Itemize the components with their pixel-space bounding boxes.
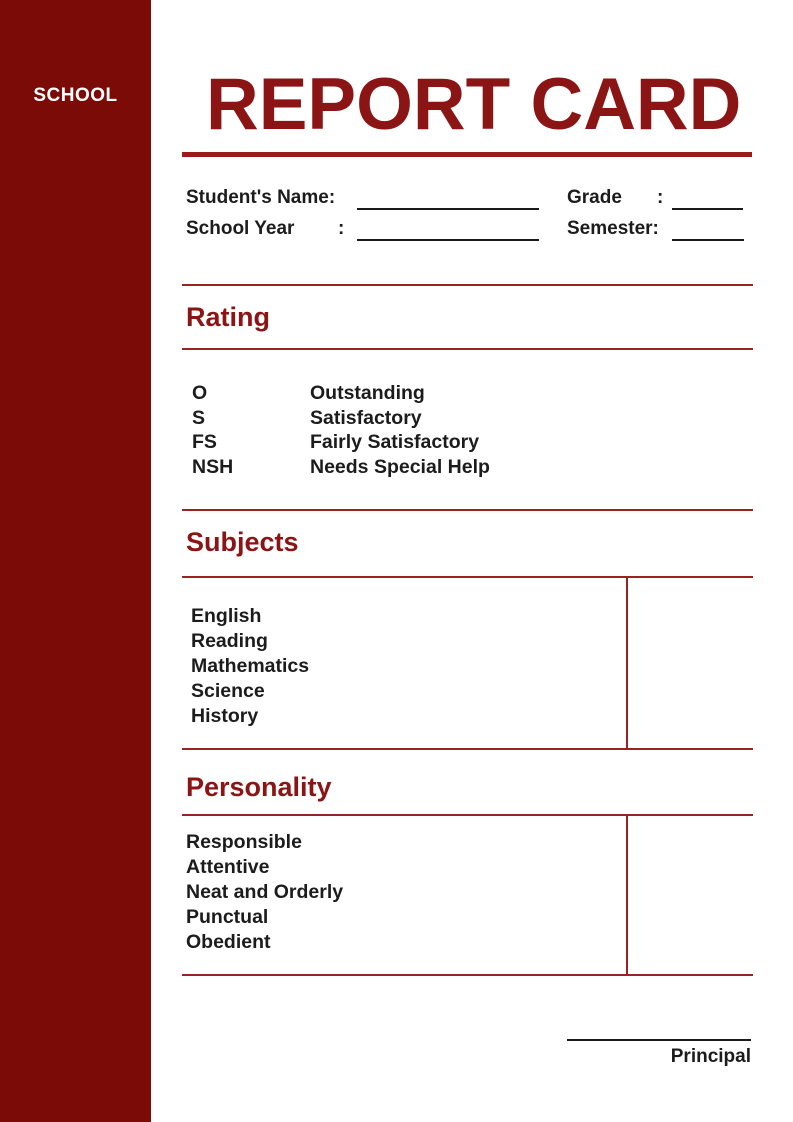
subject-item: English (191, 605, 262, 627)
personality-bottom-rule (182, 974, 753, 976)
subjects-column-divider (626, 576, 628, 750)
subject-item: History (191, 705, 259, 728)
subject-item: Science (191, 680, 265, 703)
rating-heading: Rating (186, 302, 270, 332)
rating-item: O Outstanding (192, 381, 490, 406)
personality-item: Attentive (186, 856, 270, 879)
grade-field[interactable] (672, 186, 743, 210)
subjects-header-rule (182, 576, 753, 578)
school-year-label: School Year (186, 218, 295, 239)
personality-item: Neat and Orderly (186, 881, 344, 904)
rating-label: Satisfactory (310, 406, 422, 429)
subject-item: Mathematics (191, 655, 310, 678)
school-label: SCHOOL (33, 85, 118, 106)
rating-code: S (192, 406, 206, 429)
personality-heading: Personality (186, 772, 332, 802)
sidebar: SCHOOL (0, 0, 151, 1122)
rating-code: NSH (192, 455, 234, 478)
subjects-bottom-rule (182, 748, 753, 750)
subjects-top-rule (182, 509, 753, 511)
subjects-list: English Reading Mathematics Science Hist… (191, 604, 309, 729)
personality-column-divider (626, 814, 628, 975)
rating-code: FS (192, 431, 217, 454)
semester-field[interactable] (672, 217, 744, 241)
page-title: REPORT CARD (206, 64, 742, 145)
rating-bottom-rule (182, 348, 753, 350)
student-name-field[interactable] (357, 186, 539, 210)
personality-item: Responsible (186, 831, 302, 853)
rating-label: Needs Special Help (310, 455, 490, 478)
semester-label: Semester: (567, 218, 659, 239)
rating-legend: O Outstanding S Satisfactory FS Fairly S… (192, 381, 490, 479)
rating-label: Outstanding (310, 382, 425, 404)
school-year-field[interactable] (357, 217, 539, 241)
rating-label: Fairly Satisfactory (310, 431, 480, 454)
rating-item: FS Fairly Satisfactory (192, 430, 490, 455)
rating-item: S Satisfactory (192, 406, 490, 431)
student-name-label: Student's Name: (186, 187, 336, 208)
rating-top-rule (182, 284, 753, 286)
personality-list: Responsible Attentive Neat and Orderly P… (186, 830, 343, 955)
personality-item: Obedient (186, 931, 271, 954)
subject-item: Reading (191, 630, 268, 653)
principal-label: Principal (670, 1046, 751, 1067)
title-underline (182, 152, 752, 157)
personality-item: Punctual (186, 906, 269, 929)
rating-item: NSH Needs Special Help (192, 455, 490, 480)
rating-code: O (192, 382, 208, 404)
grade-label: Grade (567, 187, 622, 208)
principal-signature-line[interactable] (567, 1039, 751, 1041)
personality-header-rule (182, 814, 753, 816)
school-year-colon: : (338, 218, 345, 239)
grade-colon: : (657, 187, 664, 208)
subjects-heading: Subjects (186, 527, 299, 557)
